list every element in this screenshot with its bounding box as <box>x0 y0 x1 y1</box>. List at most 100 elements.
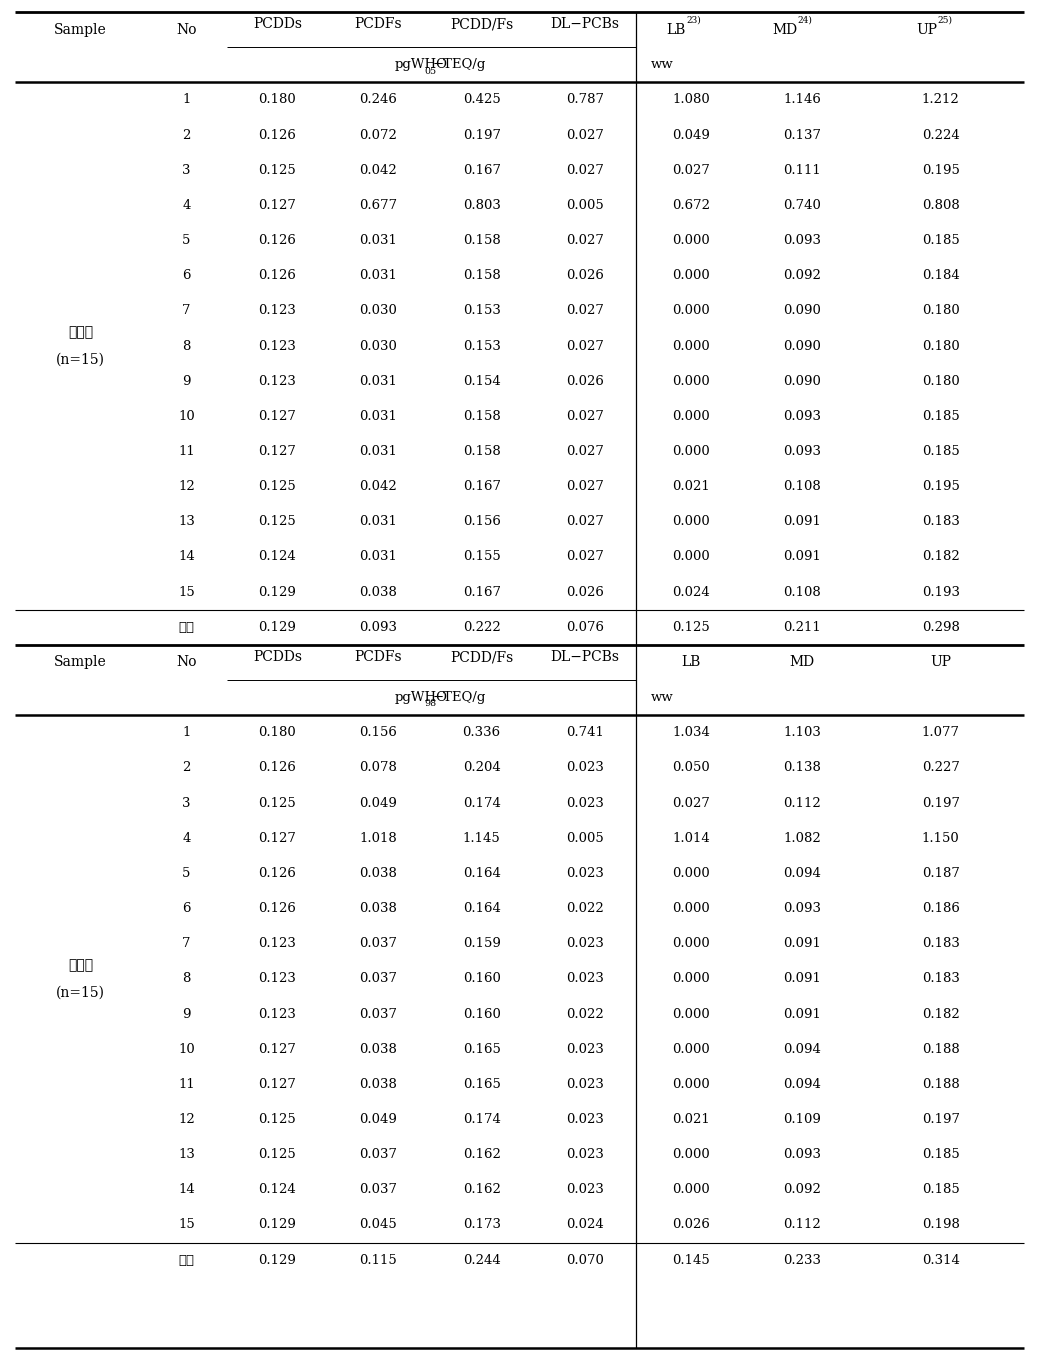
Text: 0.109: 0.109 <box>783 1112 821 1126</box>
Text: PCDFs: PCDFs <box>354 18 402 31</box>
Text: 0.425: 0.425 <box>462 94 501 106</box>
Text: 8: 8 <box>182 340 191 352</box>
Text: 0.740: 0.740 <box>783 199 821 212</box>
Text: 0.129: 0.129 <box>259 1219 296 1231</box>
Text: 8: 8 <box>182 972 191 986</box>
Text: 0.185: 0.185 <box>922 445 960 458</box>
Text: 0.165: 0.165 <box>462 1043 501 1055</box>
Text: 4: 4 <box>182 832 191 845</box>
Text: 0.197: 0.197 <box>922 1112 960 1126</box>
Text: 0.124: 0.124 <box>259 1183 296 1197</box>
Text: 0.162: 0.162 <box>462 1183 501 1197</box>
Text: 0.092: 0.092 <box>783 1183 821 1197</box>
Text: 0.154: 0.154 <box>462 374 501 388</box>
Text: 0.123: 0.123 <box>259 1008 296 1020</box>
Text: 0.125: 0.125 <box>672 620 710 634</box>
Text: 5: 5 <box>182 234 191 248</box>
Text: 0.126: 0.126 <box>259 269 296 282</box>
Text: 0.031: 0.031 <box>359 374 397 388</box>
Text: 0.156: 0.156 <box>359 726 397 740</box>
Text: 0.026: 0.026 <box>566 586 604 598</box>
Text: 0.021: 0.021 <box>672 1112 710 1126</box>
Text: LB: LB <box>667 23 686 37</box>
Text: 0.049: 0.049 <box>672 129 710 141</box>
Text: 0.031: 0.031 <box>359 269 397 282</box>
Text: 0.165: 0.165 <box>462 1078 501 1091</box>
Text: 0.126: 0.126 <box>259 902 296 915</box>
Text: (n=15): (n=15) <box>56 986 105 1000</box>
Text: 1.103: 1.103 <box>783 726 821 740</box>
Text: 0.115: 0.115 <box>359 1254 397 1266</box>
Text: 15: 15 <box>178 586 195 598</box>
Text: 1.018: 1.018 <box>359 832 397 845</box>
Text: 0.094: 0.094 <box>783 1078 821 1091</box>
Text: 0.125: 0.125 <box>259 797 296 809</box>
Text: 0.091: 0.091 <box>783 515 821 528</box>
Text: 0.182: 0.182 <box>922 551 960 563</box>
Text: 0.023: 0.023 <box>566 1148 604 1161</box>
Text: No: No <box>177 23 196 37</box>
Text: 0.038: 0.038 <box>359 1043 397 1055</box>
Text: 0.027: 0.027 <box>566 515 604 528</box>
Text: 0.227: 0.227 <box>922 762 960 774</box>
Text: 0.677: 0.677 <box>359 199 397 212</box>
Text: Sample: Sample <box>54 23 107 37</box>
Text: 0.000: 0.000 <box>672 234 710 248</box>
Text: 0.091: 0.091 <box>783 1008 821 1020</box>
Text: DL−PCBs: DL−PCBs <box>551 650 619 664</box>
Text: 9: 9 <box>182 374 191 388</box>
Text: 0.127: 0.127 <box>259 1043 296 1055</box>
Text: 0.023: 0.023 <box>566 797 604 809</box>
Text: 0.021: 0.021 <box>672 480 710 494</box>
Text: 0.030: 0.030 <box>359 305 397 317</box>
Text: 0.024: 0.024 <box>566 1219 604 1231</box>
Text: ww: ww <box>650 691 673 704</box>
Text: 0.183: 0.183 <box>922 515 960 528</box>
Text: 2: 2 <box>182 129 191 141</box>
Text: 0.127: 0.127 <box>259 199 296 212</box>
Text: 평균: 평균 <box>179 1254 194 1266</box>
Text: 0.193: 0.193 <box>922 586 960 598</box>
Text: 0.126: 0.126 <box>259 866 296 880</box>
Text: 0.090: 0.090 <box>783 340 821 352</box>
Text: 0.027: 0.027 <box>566 305 604 317</box>
Text: 1.082: 1.082 <box>783 832 821 845</box>
Text: 0.314: 0.314 <box>922 1254 960 1266</box>
Text: 0.038: 0.038 <box>359 866 397 880</box>
Text: 0.186: 0.186 <box>922 902 960 915</box>
Text: 0.187: 0.187 <box>922 866 960 880</box>
Text: PCDDs: PCDDs <box>252 18 302 31</box>
Text: 1.145: 1.145 <box>462 832 501 845</box>
Text: 0.093: 0.093 <box>783 409 821 423</box>
Text: 0.182: 0.182 <box>922 1008 960 1020</box>
Text: 0.153: 0.153 <box>462 305 501 317</box>
Text: 0.164: 0.164 <box>462 902 501 915</box>
Text: 0.183: 0.183 <box>922 972 960 986</box>
Text: 4: 4 <box>182 199 191 212</box>
Text: 0.123: 0.123 <box>259 305 296 317</box>
Text: 0.037: 0.037 <box>359 1183 397 1197</box>
Text: 0.224: 0.224 <box>922 129 960 141</box>
Text: 0.298: 0.298 <box>922 620 960 634</box>
Text: 0.038: 0.038 <box>359 1078 397 1091</box>
Text: 0.026: 0.026 <box>566 269 604 282</box>
Text: 0.022: 0.022 <box>566 902 604 915</box>
Text: 0.091: 0.091 <box>783 972 821 986</box>
Text: 2: 2 <box>182 762 191 774</box>
Text: 0.672: 0.672 <box>672 199 710 212</box>
Text: 0.158: 0.158 <box>462 269 501 282</box>
Text: 0.000: 0.000 <box>672 269 710 282</box>
Text: 0.127: 0.127 <box>259 1078 296 1091</box>
Text: 0.038: 0.038 <box>359 902 397 915</box>
Text: 0.159: 0.159 <box>462 937 501 951</box>
Text: 0.195: 0.195 <box>922 480 960 494</box>
Text: 0.803: 0.803 <box>462 199 501 212</box>
Text: 05: 05 <box>424 67 436 76</box>
Text: 0.111: 0.111 <box>783 163 821 177</box>
Text: 0.042: 0.042 <box>359 163 397 177</box>
Text: −TEQ/g: −TEQ/g <box>432 691 486 704</box>
Text: 0.127: 0.127 <box>259 445 296 458</box>
Text: 0.031: 0.031 <box>359 551 397 563</box>
Text: ww: ww <box>650 58 673 71</box>
Text: 7: 7 <box>182 305 191 317</box>
